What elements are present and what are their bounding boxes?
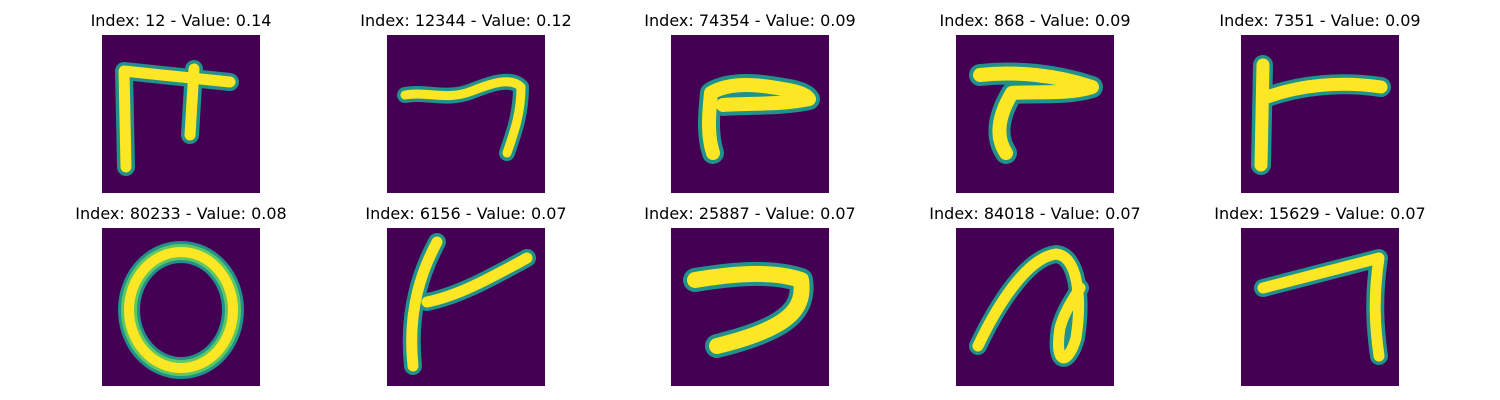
- image-panel-9: Index: 84018 - Value: 0.07: [929, 204, 1141, 386]
- panel-title: Index: 15629 - Value: 0.07: [1214, 204, 1426, 223]
- image-panel-10: Index: 15629 - Value: 0.07: [1214, 204, 1426, 386]
- digit-image: [387, 228, 545, 386]
- image-panel-8: Index: 25887 - Value: 0.07: [644, 204, 856, 386]
- panel-title: Index: 12 - Value: 0.14: [90, 11, 272, 30]
- image-panel-7: Index: 6156 - Value: 0.07: [365, 204, 567, 386]
- panel-title: Index: 25887 - Value: 0.07: [644, 204, 856, 223]
- image-panel-2: Index: 12344 - Value: 0.12: [360, 11, 572, 193]
- panel-title: Index: 12344 - Value: 0.12: [360, 11, 572, 30]
- image-panel-6: Index: 80233 - Value: 0.08: [75, 204, 287, 386]
- digit-image: [671, 35, 829, 193]
- digit-image: [102, 35, 260, 193]
- digit-image: [1241, 228, 1399, 386]
- digit-image: [956, 228, 1114, 386]
- image-panel-4: Index: 868 - Value: 0.09: [939, 11, 1131, 193]
- image-panel-3: Index: 74354 - Value: 0.09: [644, 11, 856, 193]
- panel-title: Index: 868 - Value: 0.09: [939, 11, 1131, 30]
- panel-title: Index: 6156 - Value: 0.07: [365, 204, 567, 223]
- image-panel-5: Index: 7351 - Value: 0.09: [1219, 11, 1421, 193]
- digit-image: [956, 35, 1114, 193]
- image-panel-1: Index: 12 - Value: 0.14: [91, 11, 271, 193]
- digit-image: [102, 228, 260, 386]
- digit-image: [671, 228, 829, 386]
- panel-title: Index: 80233 - Value: 0.08: [75, 204, 287, 223]
- digit-image: [387, 35, 545, 193]
- panel-title: Index: 7351 - Value: 0.09: [1219, 11, 1421, 30]
- panel-title: Index: 84018 - Value: 0.07: [929, 204, 1141, 223]
- digit-image: [1241, 35, 1399, 193]
- panel-title: Index: 74354 - Value: 0.09: [644, 11, 856, 30]
